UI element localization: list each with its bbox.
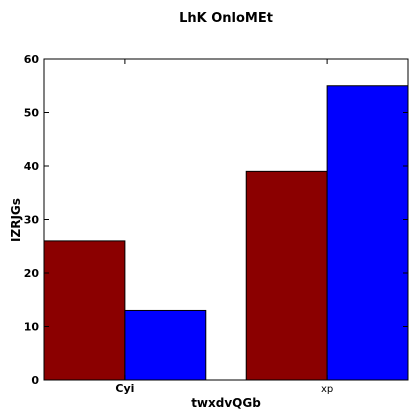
bar-xp-series-2: [326, 85, 409, 381]
y-tick-label: 0: [31, 374, 39, 387]
y-tick-label: 40: [24, 160, 40, 173]
chart-title: LhK OnloMEt: [179, 11, 273, 26]
y-axis-label: IZRJGs: [9, 198, 23, 242]
y-tick-label: 20: [24, 267, 40, 280]
x-axis-label: twxdvQGb: [191, 396, 261, 410]
bar-Cyi-series-1: [43, 240, 126, 381]
x-tick-label-Cyi: Cyi: [115, 382, 134, 395]
x-tick-label-xp: xp: [321, 384, 333, 395]
y-tick-label: 10: [24, 321, 40, 334]
y-tick-label: 30: [24, 214, 40, 227]
y-axis-ticks: 0 10 20 30 40 50 60: [24, 53, 408, 387]
bars-group: [43, 85, 409, 381]
y-tick-label: 60: [24, 53, 40, 66]
bar-Cyi-series-2: [124, 309, 207, 381]
y-tick-label: 50: [24, 107, 40, 120]
x-axis-ticks: Cyi xp: [115, 59, 333, 395]
bar-xp-series-1: [245, 170, 328, 381]
